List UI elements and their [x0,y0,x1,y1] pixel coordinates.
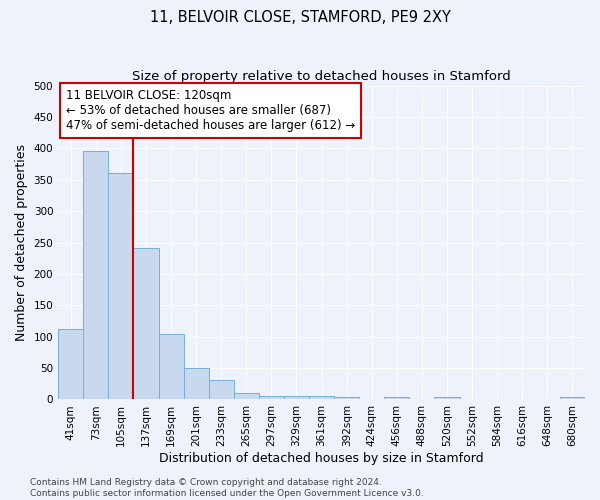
Bar [58,328,83,400]
Bar [158,334,184,400]
Text: 11 BELVOIR CLOSE: 120sqm
← 53% of detached houses are smaller (687)
47% of semi-: 11 BELVOIR CLOSE: 120sqm ← 53% of detach… [66,88,355,132]
Title: Size of property relative to detached houses in Stamford: Size of property relative to detached ho… [132,70,511,83]
Bar [184,368,209,400]
Bar [309,396,334,400]
Bar [284,396,309,400]
Bar [83,152,109,400]
Bar [334,397,359,400]
Text: 11, BELVOIR CLOSE, STAMFORD, PE9 2XY: 11, BELVOIR CLOSE, STAMFORD, PE9 2XY [149,10,451,25]
Bar [234,393,259,400]
Text: Contains HM Land Registry data © Crown copyright and database right 2024.
Contai: Contains HM Land Registry data © Crown c… [30,478,424,498]
Y-axis label: Number of detached properties: Number of detached properties [15,144,28,341]
Bar [209,380,234,400]
Bar [259,396,284,400]
Bar [109,174,133,400]
X-axis label: Distribution of detached houses by size in Stamford: Distribution of detached houses by size … [159,452,484,465]
Bar [560,397,585,400]
Bar [434,397,460,400]
Bar [385,397,409,400]
Bar [133,248,158,400]
